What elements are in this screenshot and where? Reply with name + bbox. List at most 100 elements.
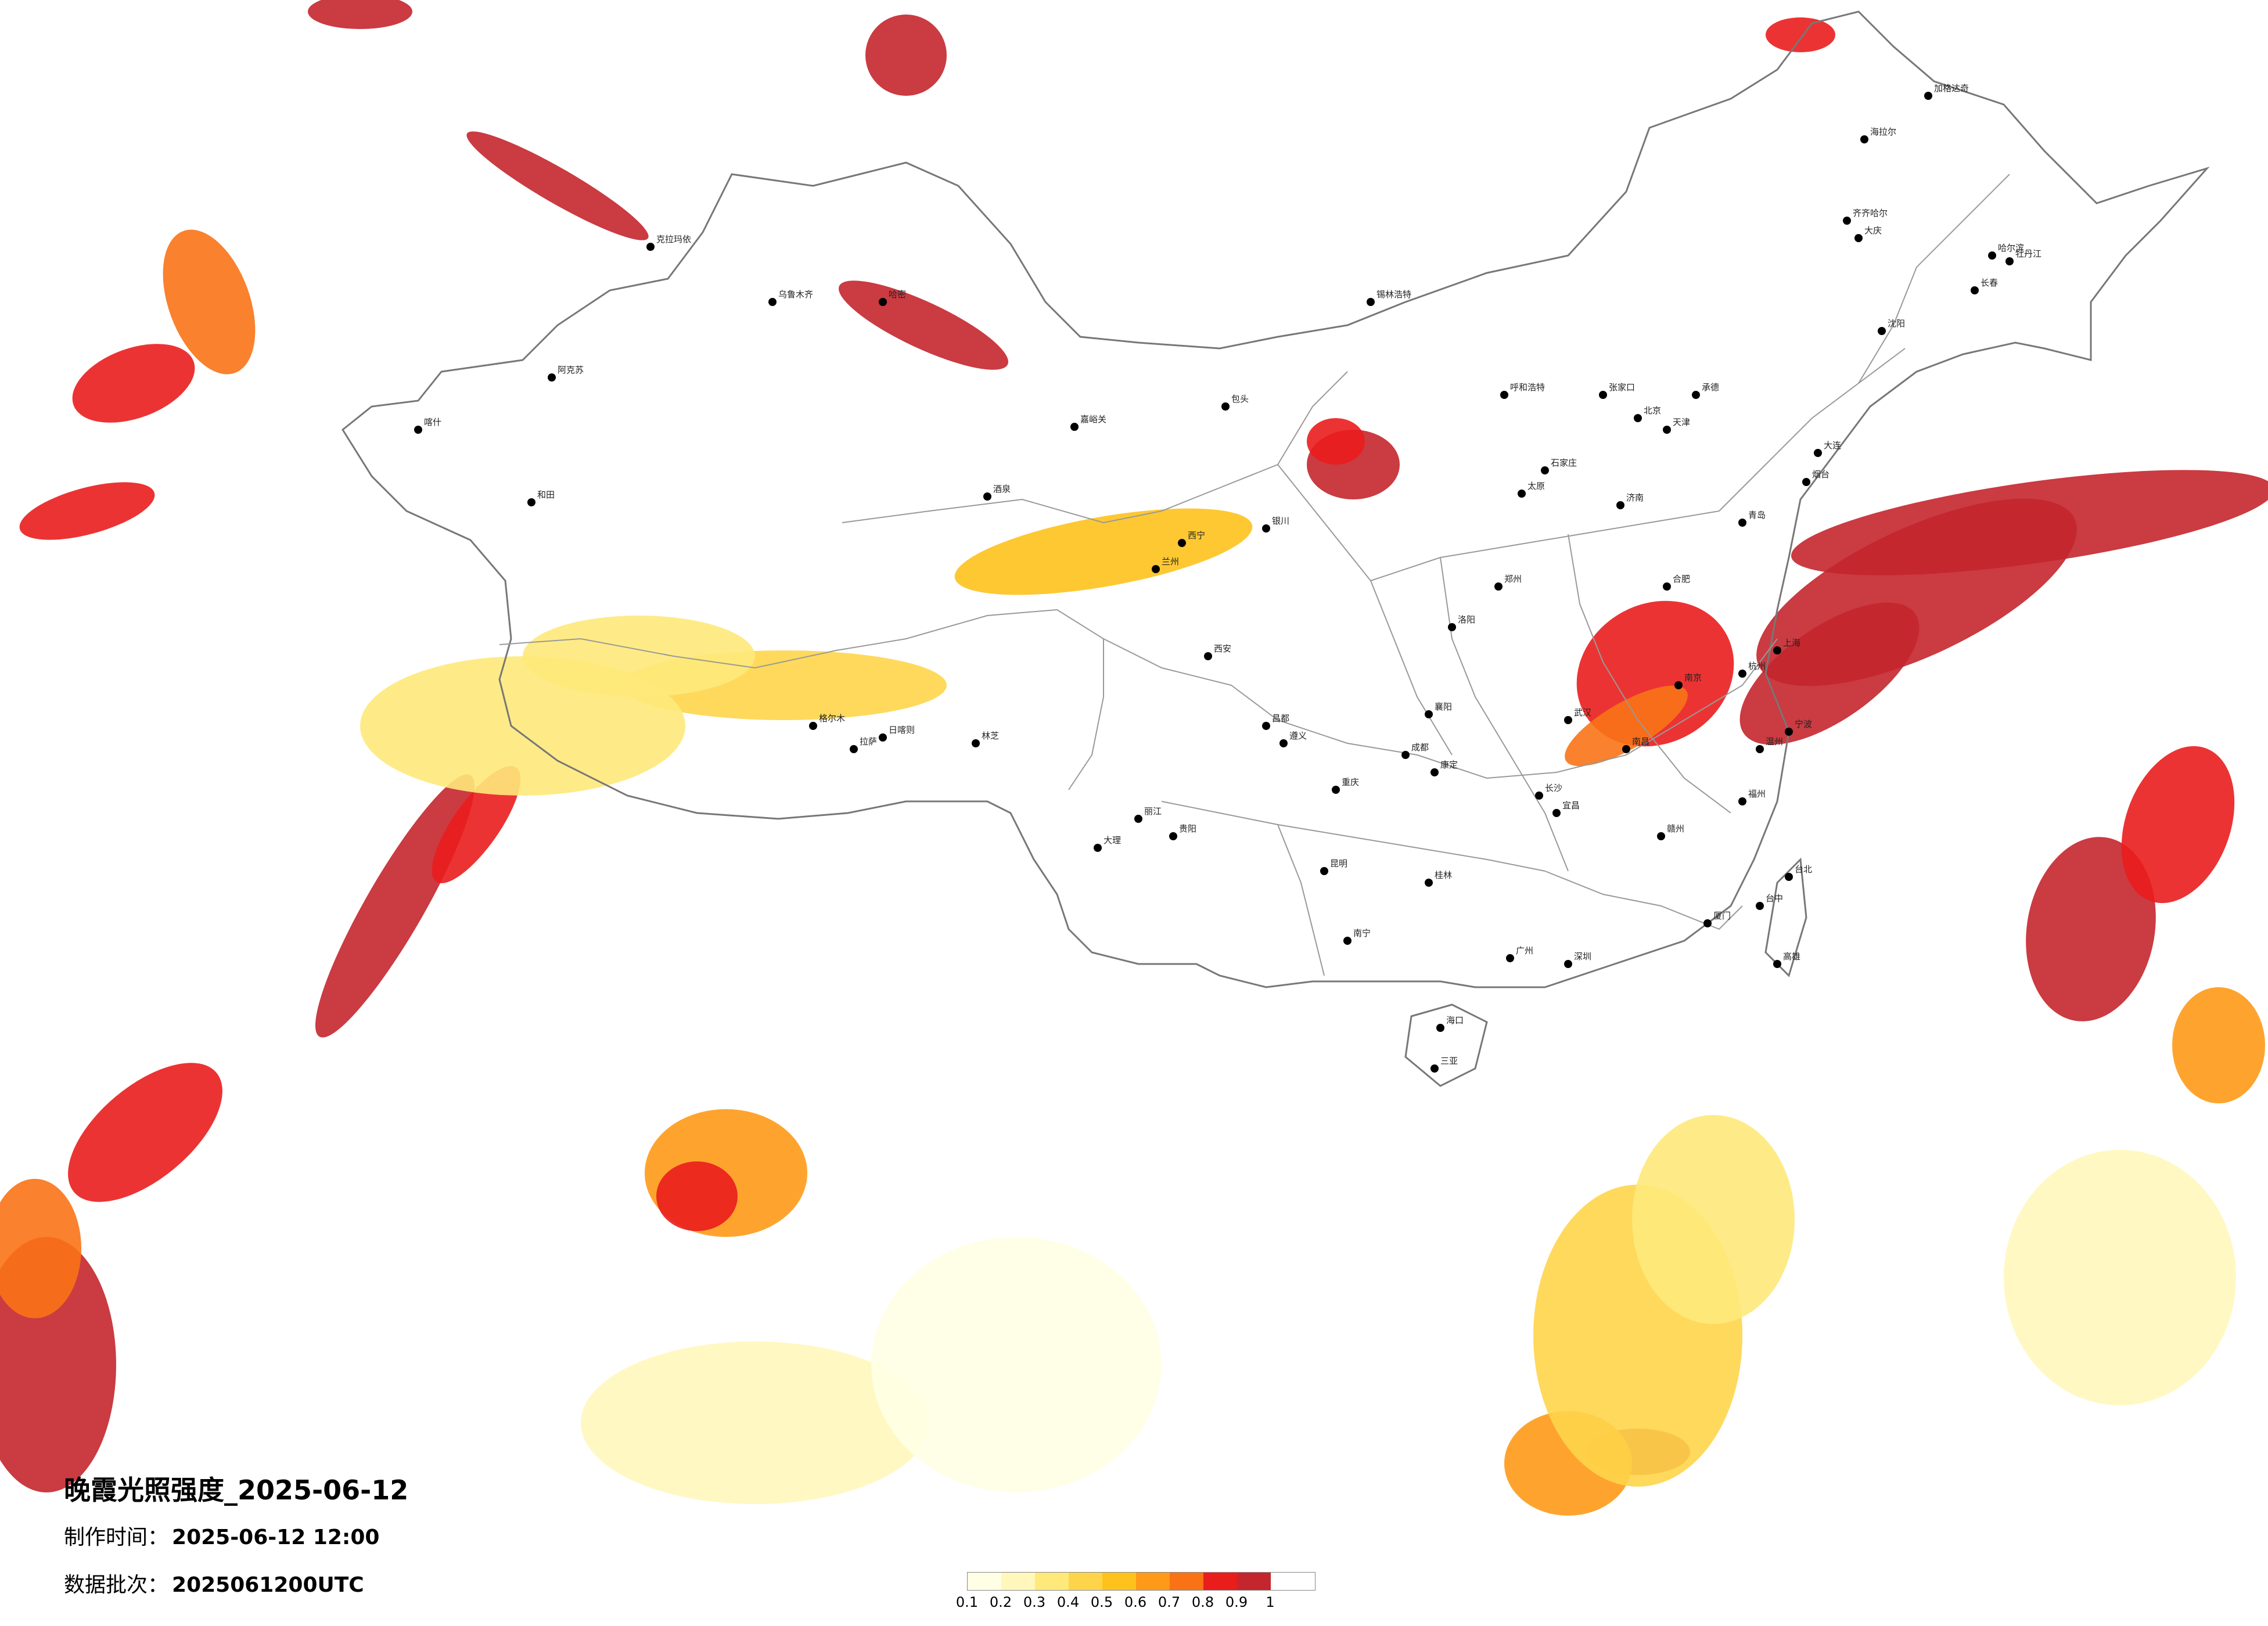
- city-label: 哈密: [889, 289, 906, 300]
- city-label: 高雄: [1783, 951, 1800, 962]
- city-label: 长沙: [1545, 783, 1562, 793]
- city-marker: 合肥: [1663, 574, 1690, 591]
- city-marker: 包头: [1221, 394, 1249, 411]
- heat-patch: [871, 1237, 1162, 1492]
- city-dot: [1854, 234, 1863, 242]
- city-label: 天津: [1673, 417, 1690, 427]
- heat-patch: [1632, 1115, 1795, 1324]
- city-dot: [1663, 426, 1671, 434]
- city-label: 克拉玛依: [656, 234, 691, 244]
- city-dot: [1599, 391, 1607, 399]
- city-label: 齐齐哈尔: [1853, 208, 1888, 218]
- city-label: 上海: [1783, 638, 1800, 648]
- legend-swatch: [1136, 1573, 1170, 1590]
- city-label: 大理: [1104, 835, 1121, 846]
- city-dot: [879, 298, 887, 306]
- city-marker: 青岛: [1738, 510, 1766, 527]
- city-label: 锡林浩特: [1376, 289, 1411, 300]
- legend-tick: 0.5: [1090, 1594, 1113, 1610]
- heat-patch: [839, 280, 1008, 370]
- city-marker: 襄阳: [1425, 702, 1452, 718]
- city-label: 赣州: [1667, 823, 1684, 834]
- city-marker: 长沙: [1535, 783, 1562, 800]
- city-label: 成都: [1411, 742, 1429, 753]
- legend-swatch: [1035, 1573, 1069, 1590]
- city-marker: 呼和浩特: [1500, 382, 1545, 399]
- heat-patch: [315, 774, 475, 1038]
- city-marker: 南昌: [1622, 736, 1649, 753]
- city-label: 厦门: [1713, 911, 1731, 921]
- legend-swatch: [1069, 1573, 1102, 1590]
- city-label: 大庆: [1864, 225, 1882, 236]
- city-label: 襄阳: [1435, 702, 1452, 712]
- heat-patch: [1739, 602, 1920, 745]
- city-label: 大连: [1824, 440, 1841, 451]
- city-marker: 宜昌: [1552, 800, 1580, 817]
- city-marker: 克拉玛依: [646, 234, 691, 251]
- country-boundary: [342, 10, 2210, 988]
- city-dot: [1070, 423, 1079, 431]
- city-marker: 上海: [1773, 638, 1800, 654]
- city-marker: 天津: [1663, 417, 1690, 434]
- heat-patch: [954, 508, 1253, 595]
- heat-patch: [72, 344, 195, 423]
- city-label: 福州: [1748, 789, 1766, 799]
- city-label: 南京: [1684, 672, 1702, 683]
- data-batch-value: 2025061200UTC: [172, 1573, 364, 1597]
- legend-colorbar: [967, 1572, 1315, 1591]
- city-marker: 西宁: [1178, 530, 1205, 547]
- city-label: 三亚: [1440, 1056, 1458, 1066]
- city-marker: 赣州: [1657, 823, 1684, 840]
- legend-tick: 1: [1266, 1594, 1275, 1610]
- heat-patch: [308, 0, 412, 29]
- city-marker: 嘉峪关: [1070, 414, 1106, 431]
- city-marker: 拉萨: [850, 736, 877, 753]
- legend-tick: 0.6: [1124, 1594, 1147, 1610]
- city-label: 银川: [1272, 516, 1289, 526]
- city-marker: 郑州: [1494, 574, 1522, 591]
- city-dot: [1262, 722, 1270, 730]
- made-time-value: 2025-06-12 12:00: [172, 1526, 380, 1549]
- province-boundaries: [499, 174, 2010, 976]
- city-marker: 兰州: [1152, 556, 1179, 573]
- city-marker: 和田: [527, 490, 555, 506]
- city-label: 深圳: [1574, 951, 1591, 962]
- city-marker: 厦门: [1703, 911, 1731, 927]
- city-label: 牡丹江: [2015, 249, 2041, 259]
- city-label: 格尔木: [819, 713, 845, 724]
- city-label: 合肥: [1673, 574, 1690, 584]
- legend-tick: 0.8: [1191, 1594, 1214, 1610]
- city-dot: [1134, 815, 1142, 823]
- city-marker: 桂林: [1425, 870, 1452, 887]
- city-dot: [1564, 716, 1572, 724]
- city-dot: [1448, 623, 1456, 631]
- city-dot: [414, 426, 422, 434]
- heat-patch: [432, 766, 521, 883]
- city-dot: [1773, 960, 1781, 968]
- city-dot: [1401, 751, 1410, 759]
- city-dot: [809, 722, 817, 730]
- city-marker: 贵阳: [1169, 823, 1196, 840]
- city-dot: [1756, 902, 1764, 910]
- city-dot: [1436, 1024, 1444, 1032]
- city-label: 台北: [1795, 864, 1812, 875]
- city-marker: 丽江: [1134, 806, 1162, 823]
- city-dot: [1843, 217, 1851, 225]
- city-label: 济南: [1626, 492, 1644, 503]
- city-marker: 加格达奇: [1924, 83, 1969, 100]
- city-dot: [1878, 327, 1886, 335]
- heat-patch: [1307, 418, 1365, 465]
- city-marker: 大连: [1814, 440, 1841, 457]
- legend-tick-labels: 0.1 0.2 0.3 0.4 0.5 0.6 0.7 0.8 0.9 1: [956, 1591, 1315, 1614]
- city-dot: [1541, 466, 1549, 474]
- city-marker: 武汉: [1564, 707, 1591, 724]
- city-dot: [1425, 879, 1433, 887]
- city-marker: 广州: [1506, 945, 1533, 962]
- city-dot: [1622, 745, 1630, 753]
- city-marker: 大理: [1094, 835, 1121, 852]
- city-marker: 烟台: [1802, 469, 1830, 486]
- city-dot: [1320, 867, 1328, 875]
- city-label: 酒泉: [993, 484, 1011, 494]
- city-dot: [1738, 519, 1746, 527]
- city-marker: 林芝: [972, 731, 999, 747]
